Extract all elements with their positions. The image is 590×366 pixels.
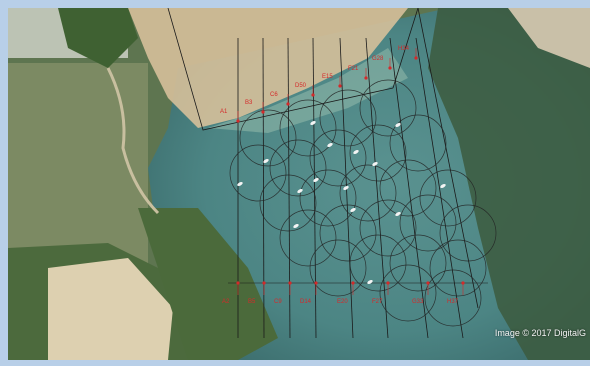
boat	[395, 211, 401, 217]
coverage-circle	[424, 269, 482, 327]
coverage-circle	[229, 144, 287, 202]
line-markers	[236, 48, 465, 295]
boat	[367, 279, 373, 285]
coverage-circle	[359, 199, 417, 257]
boat	[237, 181, 243, 187]
boat	[293, 223, 299, 229]
coverage-circle	[309, 129, 367, 187]
labels-bottom: A2 B5 C9 D14 E20 F27 G33 H37	[222, 299, 459, 305]
label-bottom-1: A2	[222, 299, 230, 305]
label-top-4: D50	[295, 83, 307, 89]
coverage-circle	[299, 169, 357, 227]
label-bottom-8: H37	[447, 299, 459, 305]
survey-line-6	[365, 37, 389, 339]
coverage-circle	[389, 114, 447, 172]
survey-line-3	[287, 37, 291, 339]
boat	[350, 207, 356, 213]
boat	[327, 142, 333, 148]
labels-top: A1 B3 C6 D50 E15 F21 G28 H34	[220, 46, 410, 115]
label-top-2: B3	[245, 100, 253, 106]
label-top-8: H34	[398, 46, 410, 52]
coverage-circle	[419, 169, 477, 227]
coverage-circles	[229, 79, 497, 327]
coverage-circle	[439, 204, 497, 262]
boat	[343, 185, 349, 191]
coverage-circle	[389, 234, 447, 292]
coverage-circle	[349, 124, 407, 182]
label-top-7: G28	[372, 56, 384, 62]
coverage-circle	[429, 239, 487, 297]
coverage-circle	[319, 204, 377, 262]
boats	[237, 120, 446, 285]
coverage-circle	[279, 209, 337, 267]
map-canvas: A1 B3 C6 D50 E15 F21 G28 H34 A2 B5 C9 D14 E20 F27 G33…	[8, 8, 590, 360]
label-top-3: C6	[270, 92, 278, 98]
hedge-top	[58, 8, 138, 68]
coverage-circle	[379, 264, 437, 322]
boat	[313, 177, 319, 183]
coverage-circle	[259, 174, 317, 232]
label-bottom-7: G33	[412, 299, 424, 305]
label-top-6: F21	[348, 66, 359, 72]
boat	[395, 122, 401, 128]
survey-boundary	[167, 8, 419, 131]
label-bottom-3: C9	[274, 299, 282, 305]
coverage-circle	[339, 164, 397, 222]
boat	[297, 188, 303, 194]
coverage-circle	[399, 194, 457, 252]
label-bottom-5: E20	[337, 299, 348, 305]
coverage-circle	[269, 139, 327, 197]
image-credit: Image © 2017 DigitalG	[494, 328, 586, 338]
coverage-circle	[319, 89, 377, 147]
headland-bottom	[138, 208, 278, 360]
coverage-circle	[379, 159, 437, 217]
label-top-1: A1	[220, 109, 228, 115]
label-bottom-6: F27	[372, 299, 383, 305]
marker-top-7	[388, 66, 392, 70]
label-top-5: E15	[322, 74, 333, 80]
boat	[440, 183, 446, 189]
survey-line-7	[389, 37, 429, 339]
beach-top	[128, 8, 408, 128]
boat	[263, 158, 269, 164]
boat	[353, 149, 359, 155]
survey-boundary-right	[417, 8, 479, 309]
label-bottom-4: D14	[300, 299, 312, 305]
coverage-circle	[309, 239, 367, 297]
survey-lines	[228, 37, 488, 339]
field-left	[8, 63, 148, 263]
label-bottom-2: B5	[248, 299, 256, 305]
survey-line-8	[415, 37, 464, 339]
coverage-circle	[359, 79, 417, 137]
boat	[372, 161, 378, 167]
boat	[310, 120, 316, 126]
dirt-track	[106, 67, 160, 215]
coverage-circle	[239, 109, 297, 167]
satellite-map[interactable]: A1 B3 C6 D50 E15 F21 G28 H34 A2 B5 C9 D14 E20 F27 G33…	[8, 8, 590, 360]
rocky-shore-right	[428, 8, 590, 360]
sand-field-bottom	[48, 258, 173, 360]
survey-line-4	[312, 37, 317, 339]
sand-top-right	[508, 8, 590, 68]
coverage-circle	[349, 234, 407, 292]
coverage-circle	[279, 99, 337, 157]
